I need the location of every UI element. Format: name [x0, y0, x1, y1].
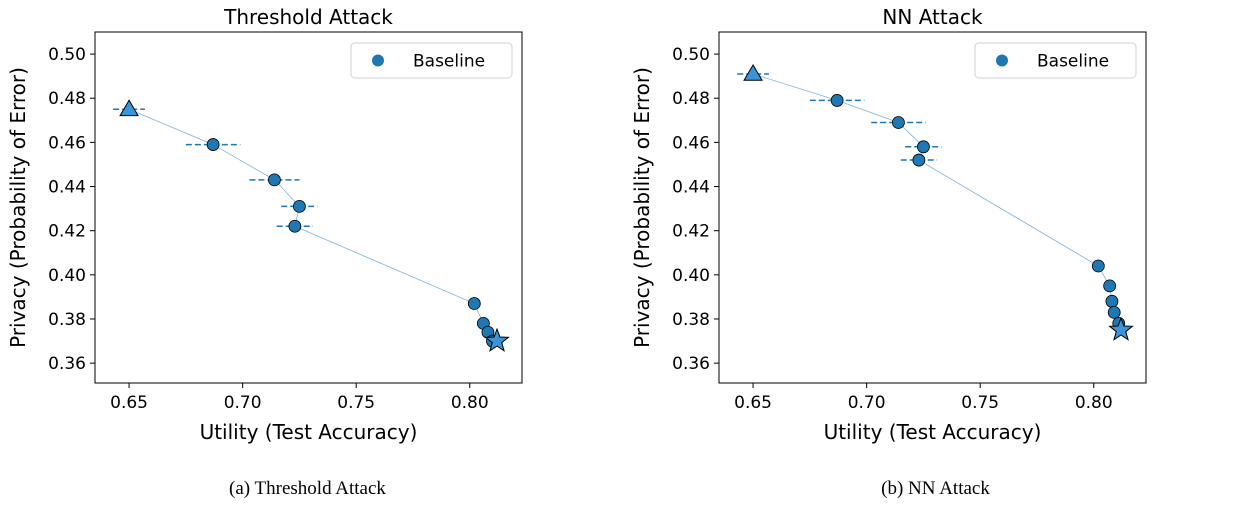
x-tick-label: 0.75 — [337, 393, 375, 413]
data-point — [206, 138, 220, 151]
x-tick-label: 0.70 — [224, 393, 262, 413]
x-axis-label: Utility (Test Accuracy) — [200, 420, 418, 444]
y-tick-label: 0.36 — [672, 354, 710, 374]
x-tick-label: 0.65 — [110, 393, 148, 413]
y-tick-label: 0.50 — [48, 45, 86, 65]
panel-nn-attack: NN Attack 0.65 0.70 0.75 0.80 0.36 0.38 0.40 0.4… — [624, 0, 1247, 508]
legend-marker — [996, 54, 1008, 67]
y-tick-label: 0.38 — [672, 310, 710, 330]
legend-label: Baseline — [1037, 52, 1109, 72]
axes-frame — [94, 31, 523, 384]
data-point-star — [484, 327, 510, 352]
chart-title: NN Attack — [882, 5, 983, 29]
y-tick-label: 0.38 — [48, 310, 86, 330]
y-tick-label: 0.48 — [48, 89, 86, 109]
data-point — [917, 140, 930, 154]
data-point-triangle — [743, 63, 763, 81]
x-tick-label: 0.75 — [961, 393, 999, 413]
y-tick-label: 0.46 — [48, 133, 86, 153]
data-point — [293, 199, 306, 213]
y-axis-label: Privacy (Probability of Error) — [630, 67, 654, 348]
data-point — [1091, 259, 1105, 273]
data-point — [1103, 279, 1117, 293]
y-axis-label: Privacy (Probability of Error) — [6, 67, 30, 348]
series-line — [128, 108, 498, 342]
chart-nn-attack: NN Attack 0.65 0.70 0.75 0.80 0.36 0.38 0.40 0.4… — [630, 5, 1147, 444]
data-point — [467, 297, 481, 310]
data-point-triangle — [119, 99, 139, 117]
x-axis-label: Utility (Test Accuracy) — [824, 420, 1042, 444]
y-tick-label: 0.42 — [48, 222, 86, 242]
data-point — [1105, 294, 1119, 308]
x-tick-label: 0.65 — [734, 393, 772, 413]
data-point — [288, 219, 302, 233]
legend-box — [974, 42, 1137, 79]
caption-threshold-attack: (a) Threshold Attack — [229, 478, 386, 499]
chart-threshold-attack: Threshold Attack 0.65 0.70 0.75 0.80 0.36 0.38… — [6, 5, 523, 444]
legend: Baseline — [974, 42, 1137, 79]
y-tick-label: 0.46 — [672, 133, 710, 153]
y-tick-label: 0.42 — [672, 222, 710, 242]
legend-box — [350, 42, 513, 79]
data-point — [892, 116, 905, 129]
y-tick-label: 0.40 — [48, 266, 86, 286]
data-point — [268, 173, 281, 187]
axes-frame — [718, 31, 1147, 384]
y-tick-label: 0.36 — [48, 354, 86, 374]
x-tick-label: 0.80 — [1075, 393, 1113, 413]
series-line — [752, 73, 1122, 331]
y-tick-label: 0.44 — [48, 178, 86, 198]
legend: Baseline — [350, 42, 513, 79]
data-point — [830, 94, 844, 107]
y-tick-label: 0.40 — [672, 266, 710, 286]
data-point — [1107, 305, 1121, 319]
data-point — [912, 153, 926, 167]
data-point-star — [1108, 316, 1134, 341]
caption-nn-attack: (b) NN Attack — [881, 478, 990, 499]
x-tick-label: 0.80 — [451, 393, 489, 413]
y-tick-label: 0.50 — [672, 45, 710, 65]
x-tick-label: 0.70 — [848, 393, 886, 413]
legend-marker — [372, 54, 384, 67]
chart-title: Threshold Attack — [223, 5, 393, 29]
y-tick-label: 0.44 — [672, 178, 710, 198]
y-tick-label: 0.48 — [672, 89, 710, 109]
panel-threshold-attack: Threshold Attack 0.65 0.70 0.75 0.80 0.36 0.38… — [0, 0, 623, 508]
legend-label: Baseline — [413, 52, 485, 72]
